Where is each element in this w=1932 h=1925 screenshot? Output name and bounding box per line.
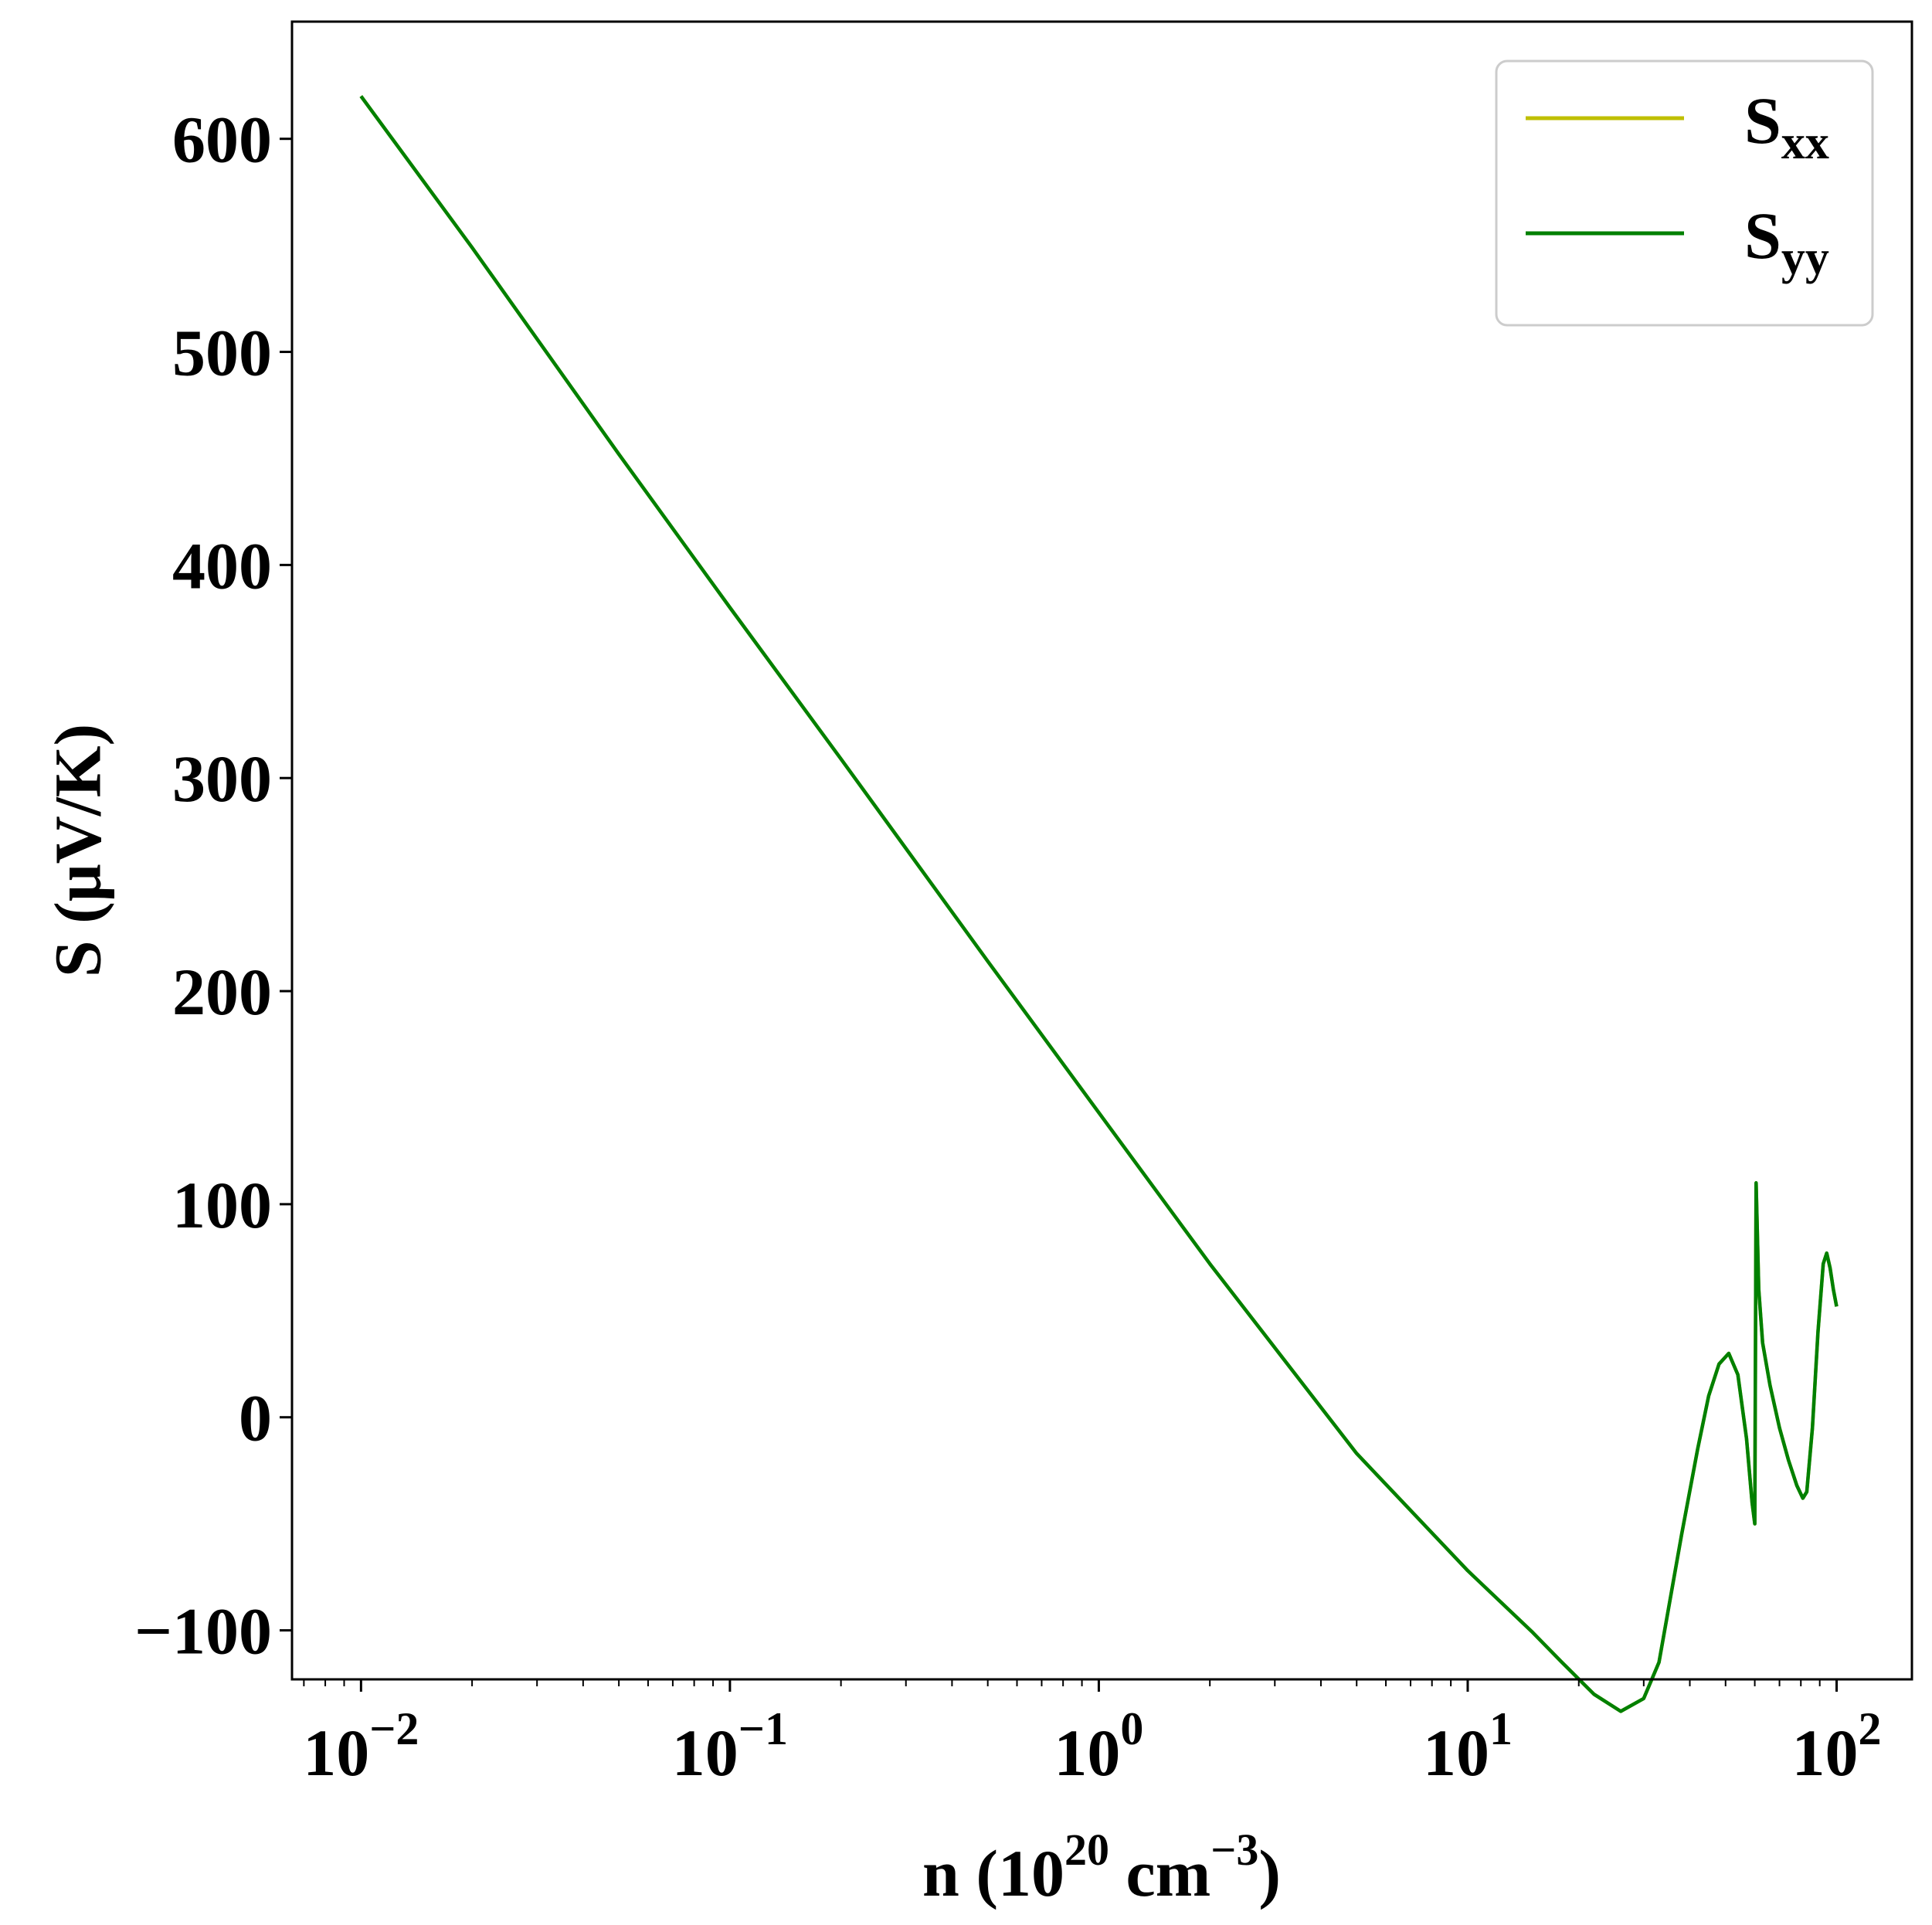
y-axis-ticks: 600 500 400 300 200 100 0 −100 xyxy=(134,103,292,1669)
legend-box xyxy=(1495,59,1874,327)
series-line-syy xyxy=(359,95,1839,1713)
x-tick-label-3: 101 xyxy=(1423,1703,1513,1790)
series-layer xyxy=(359,95,1839,1713)
y-tick-label-6: 0 xyxy=(239,1381,272,1455)
x-axis-title-unit: cm xyxy=(1109,1836,1210,1910)
x-axis-ticks: 10−2 10−1 100 101 102 xyxy=(303,1679,1882,1790)
y-tick-label-5: 100 xyxy=(172,1168,272,1242)
x-tick-label-base-2: 10 xyxy=(1054,1716,1120,1790)
x-axis-title: n (1020 cm−3) xyxy=(922,1825,1281,1910)
y-tick-label-4: 200 xyxy=(172,955,272,1029)
x-tick-label-exp-4: 2 xyxy=(1859,1703,1882,1754)
x-tick-label-base-1: 10 xyxy=(672,1716,739,1790)
x-tick-label-exp-3: 1 xyxy=(1489,1703,1513,1754)
y-tick-label-3: 300 xyxy=(172,742,272,816)
y-tick-label-1: 500 xyxy=(172,316,272,390)
x-tick-label-exp-1: −1 xyxy=(739,1703,788,1754)
x-tick-label-1: 10−1 xyxy=(672,1703,788,1790)
x-axis-title-suffix: ) xyxy=(1258,1836,1281,1910)
x-tick-label-exp-2: 0 xyxy=(1120,1703,1143,1754)
y-axis-title: S (μV/K) xyxy=(41,724,115,977)
x-tick-label-4: 102 xyxy=(1792,1703,1882,1790)
legend-label-sxx: Sxx xyxy=(1744,83,1829,169)
x-axis-title-exp1: 20 xyxy=(1064,1825,1109,1875)
y-tick-label-2: 400 xyxy=(172,528,272,603)
legend-label-syy: Syy xyxy=(1744,199,1829,284)
x-axis-minor-ticks xyxy=(303,1679,1821,1686)
x-tick-label-base-3: 10 xyxy=(1423,1716,1489,1790)
legend-label-syy-sub: yy xyxy=(1781,232,1829,284)
x-axis-title-prefix: n (10 xyxy=(922,1836,1064,1910)
legend-label-syy-base: S xyxy=(1744,199,1781,273)
x-tick-label-2: 100 xyxy=(1054,1703,1143,1790)
plot-frame xyxy=(290,20,1913,1681)
x-tick-label-exp-0: −2 xyxy=(369,1703,419,1754)
x-tick-label-base-0: 10 xyxy=(303,1716,369,1790)
x-axis-title-exp2: −3 xyxy=(1210,1825,1258,1875)
legend: Sxx Syy xyxy=(1495,59,1874,327)
legend-label-sxx-base: S xyxy=(1744,83,1781,158)
x-tick-label-0: 10−2 xyxy=(303,1703,419,1790)
y-tick-label-7: −100 xyxy=(134,1594,272,1669)
y-tick-label-0: 600 xyxy=(172,103,272,177)
x-tick-label-base-4: 10 xyxy=(1792,1716,1859,1790)
legend-label-sxx-sub: xx xyxy=(1781,117,1829,169)
